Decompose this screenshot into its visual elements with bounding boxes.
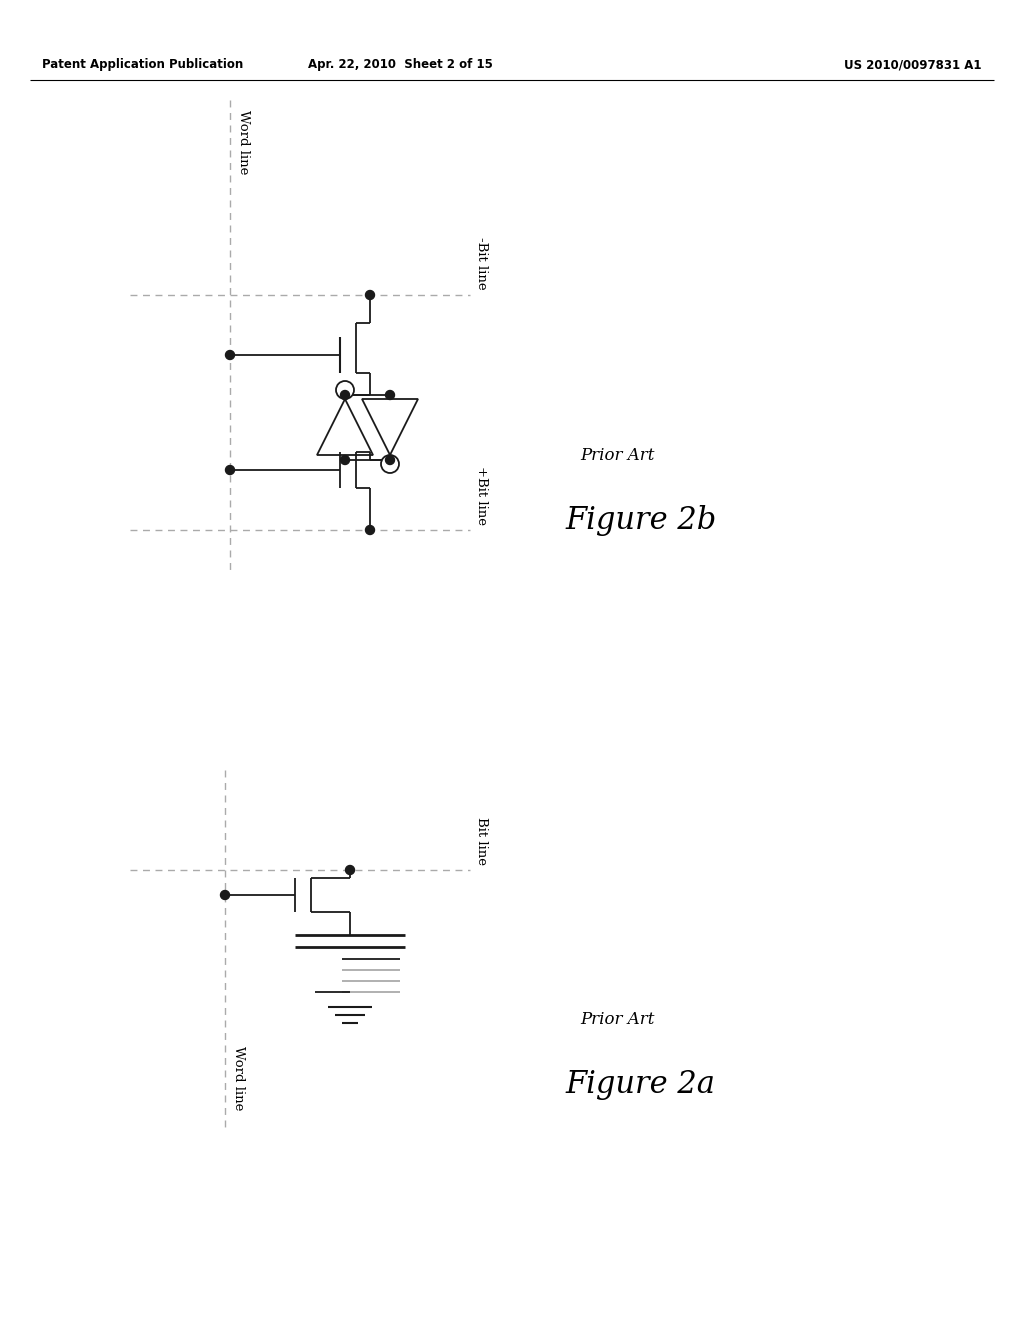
Circle shape	[381, 455, 399, 473]
Text: Word line: Word line	[237, 110, 250, 174]
Circle shape	[385, 391, 394, 400]
Text: Patent Application Publication: Patent Application Publication	[42, 58, 244, 71]
Circle shape	[341, 455, 349, 465]
Text: -Bit line: -Bit line	[475, 238, 488, 290]
Circle shape	[225, 351, 234, 359]
Text: Prior Art: Prior Art	[580, 446, 654, 463]
Text: Figure 2b: Figure 2b	[565, 504, 716, 536]
Text: US 2010/0097831 A1: US 2010/0097831 A1	[845, 58, 982, 71]
Circle shape	[341, 391, 349, 400]
Circle shape	[225, 466, 234, 474]
Text: Figure 2a: Figure 2a	[565, 1069, 715, 1101]
Circle shape	[336, 381, 354, 399]
Text: Bit line: Bit line	[475, 817, 488, 865]
Circle shape	[385, 455, 394, 465]
Text: +Bit line: +Bit line	[475, 466, 488, 525]
Circle shape	[366, 290, 375, 300]
Circle shape	[366, 525, 375, 535]
Circle shape	[220, 891, 229, 899]
Text: Prior Art: Prior Art	[580, 1011, 654, 1028]
Text: Apr. 22, 2010  Sheet 2 of 15: Apr. 22, 2010 Sheet 2 of 15	[307, 58, 493, 71]
Circle shape	[345, 866, 354, 874]
Text: Word line: Word line	[232, 1045, 245, 1110]
